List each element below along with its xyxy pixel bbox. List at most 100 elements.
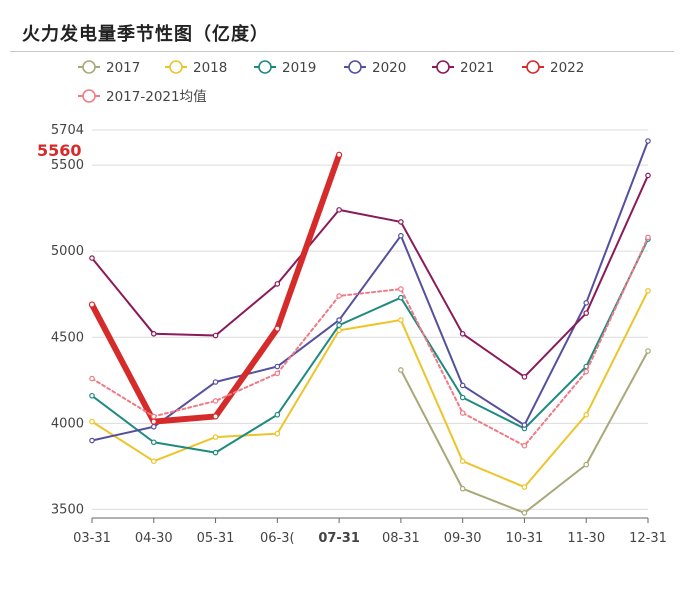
legend-item-2017[interactable]: 2017 <box>78 60 140 76</box>
legend-item-2021[interactable]: 2021 <box>432 60 494 76</box>
legend[interactable]: 2017 2018 2019 2020 2021 2022 2017-2021均值 <box>78 60 584 105</box>
legend-label: 2017-2021均值 <box>106 89 207 105</box>
data-point <box>89 375 95 382</box>
legend-item-2017-2021均值[interactable]: 2017-2021均值 <box>78 89 207 105</box>
data-point <box>150 418 157 425</box>
data-point <box>398 286 404 292</box>
data-point <box>274 430 281 437</box>
data-point <box>583 368 590 375</box>
y-tick-label: 5704 <box>51 123 84 138</box>
legend-swatch-marker <box>82 89 96 103</box>
legend-label: 2022 <box>550 60 584 76</box>
y-tick-label: 3500 <box>51 502 84 517</box>
data-point <box>150 439 157 446</box>
grid-layer <box>92 129 648 510</box>
series-line <box>91 236 649 447</box>
series-2018 <box>89 287 651 490</box>
data-point <box>150 331 157 337</box>
legend-item-2022[interactable]: 2022 <box>522 60 584 76</box>
legend-swatch-marker <box>436 60 450 74</box>
data-point <box>150 413 157 420</box>
data-point <box>274 411 281 418</box>
data-point <box>583 461 590 468</box>
data-point <box>583 411 590 418</box>
data-point <box>336 317 342 323</box>
legend-item-2018[interactable]: 2018 <box>165 60 227 76</box>
legend-swatch-marker <box>348 60 362 74</box>
data-point <box>274 370 281 377</box>
x-tick-label: 09-30 <box>444 531 482 546</box>
data-point <box>398 232 404 239</box>
x-tick-label: 08-31 <box>382 531 420 546</box>
legend-label: 2019 <box>282 60 316 76</box>
y-tick-label: 5500 <box>51 158 84 173</box>
axis-layer: 3500 4000 4500 5000 5500 5704 03-31 04-30 05-31 0… <box>37 123 667 546</box>
data-point <box>150 423 157 430</box>
series-line <box>91 289 649 489</box>
data-point <box>521 484 528 490</box>
data-point <box>645 172 651 179</box>
legend-swatch-marker <box>169 60 183 74</box>
data-point <box>398 317 404 323</box>
data-point <box>645 348 651 354</box>
data-point <box>89 418 95 425</box>
x-tick-label: 04-30 <box>135 531 173 546</box>
data-point <box>89 255 95 261</box>
data-point <box>150 458 157 464</box>
data-point <box>336 327 342 334</box>
x-tick-label: 06-3( <box>260 531 295 546</box>
chart-title: 火力发电量季节性图（亿度） <box>22 24 269 45</box>
highlight-value-label: 5560 <box>37 141 82 160</box>
data-point <box>336 322 342 329</box>
title-divider <box>10 51 674 52</box>
x-tick-label: 07-31 <box>318 531 360 546</box>
data-point <box>88 301 96 308</box>
data-point <box>212 413 219 420</box>
data-point <box>89 437 95 444</box>
y-tick-label: 4000 <box>51 416 84 431</box>
data-point <box>274 363 281 370</box>
data-point <box>459 458 466 464</box>
data-point <box>645 138 651 144</box>
legend-label: 2021 <box>460 60 494 76</box>
data-point <box>274 325 281 332</box>
series-line <box>91 238 649 454</box>
x-tick-label: 11-30 <box>567 531 605 546</box>
data-point <box>583 310 590 316</box>
y-tick-label: 5000 <box>51 244 84 259</box>
data-point <box>459 382 466 389</box>
legend-swatch-marker <box>526 60 540 74</box>
legend-swatch-marker <box>82 60 96 74</box>
data-point <box>521 374 528 380</box>
series-2021 <box>89 172 651 380</box>
data-point <box>398 294 404 301</box>
data-point <box>459 410 466 416</box>
legend-item-2019[interactable]: 2019 <box>254 60 316 76</box>
legend-label: 2018 <box>193 60 227 76</box>
x-tick-label: 10-31 <box>506 531 544 546</box>
legend-swatch-marker <box>258 60 272 74</box>
legend-label: 2020 <box>372 60 406 76</box>
data-point <box>336 207 342 213</box>
data-point <box>212 379 219 385</box>
data-point <box>212 332 219 339</box>
y-tick-label: 4500 <box>51 330 84 345</box>
data-point <box>398 219 404 225</box>
series-line <box>91 174 649 378</box>
data-point <box>212 398 219 404</box>
legend-label: 2017 <box>106 60 140 76</box>
legend-item-2020[interactable]: 2020 <box>344 60 406 76</box>
series-line <box>91 140 649 442</box>
x-tick-label: 05-31 <box>197 531 235 546</box>
series-layer <box>88 138 651 516</box>
x-tick-label: 12-31 <box>629 531 667 546</box>
data-point <box>459 394 466 401</box>
data-point <box>212 434 219 440</box>
data-point <box>645 234 651 241</box>
data-point <box>274 281 281 287</box>
series-2022 <box>88 151 343 425</box>
data-point <box>645 287 651 294</box>
data-point <box>336 151 343 158</box>
series-2017-2021均值 <box>89 234 651 449</box>
